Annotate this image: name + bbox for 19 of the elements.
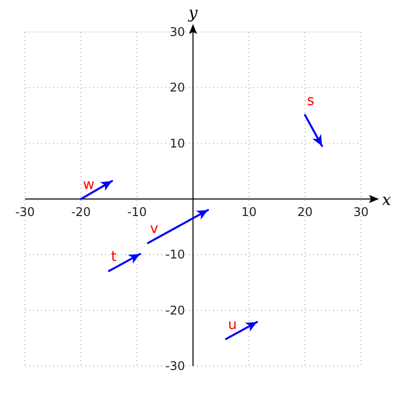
y-tick-label: -20 [165,303,185,318]
y-tick-label: 20 [170,80,185,95]
annotation: w [83,177,94,193]
y-tick-label: -30 [165,359,185,373]
annotation: s [307,93,314,109]
y-tick-label: 30 [170,25,185,39]
annotation: u [228,317,237,333]
y-axis-title: y [187,3,198,22]
x-tick-label: 10 [241,205,257,219]
x-tick-label: 20 [297,205,313,219]
x-axis-title: x [382,190,392,209]
x-tick-label: -20 [71,205,91,219]
x-tick-label: -30 [15,205,35,219]
annotation: v [150,221,158,237]
annotation: t [111,249,117,265]
y-tick-label: -10 [165,248,185,262]
x-tick-label: -10 [127,205,147,219]
y-tick-label: 10 [170,136,185,150]
x-tick-label: 30 [353,205,369,219]
